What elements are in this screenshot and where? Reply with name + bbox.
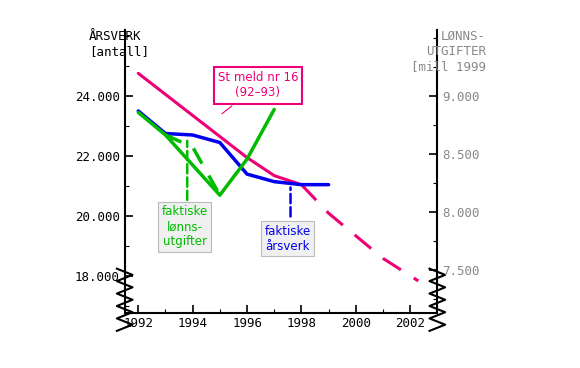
Text: faktiske
lønns-
utgifter: faktiske lønns- utgifter	[161, 205, 208, 248]
Text: LØNNS-
UTGIFTER
[mill 1999: LØNNS- UTGIFTER [mill 1999	[411, 30, 486, 73]
Text: St meld nr 16
(92–93): St meld nr 16 (92–93)	[218, 71, 298, 114]
Text: faktiske
årsverk: faktiske årsverk	[264, 225, 311, 253]
Text: ÅRSVERK
[antall]: ÅRSVERK [antall]	[89, 30, 148, 58]
